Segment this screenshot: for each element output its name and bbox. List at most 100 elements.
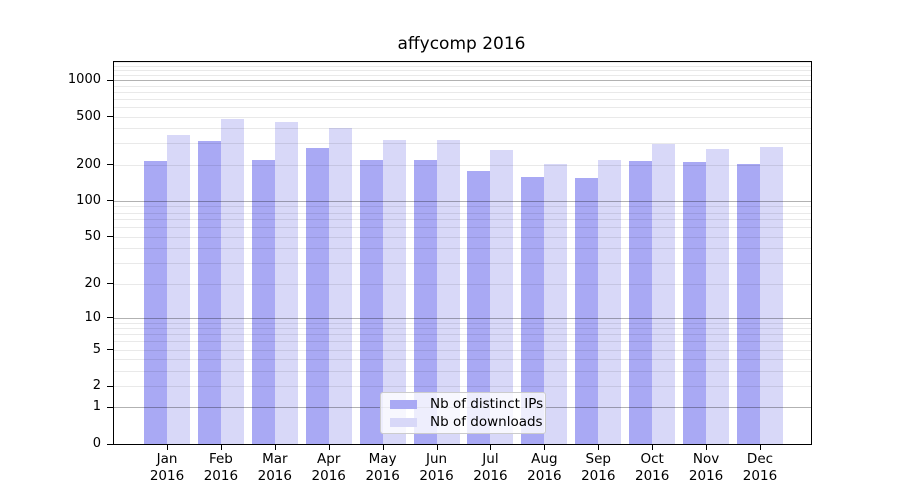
x-label-month: Jun <box>425 451 448 467</box>
bar-downloads-jan <box>167 135 190 444</box>
bar-distinct-ips-nov <box>683 161 707 444</box>
y-tick-100 <box>107 200 113 202</box>
x-label-month: Oct <box>640 451 664 467</box>
x-label-year: 2016 <box>527 468 562 484</box>
bar-downloads-nov <box>706 148 730 444</box>
x-label-year: 2016 <box>688 468 724 484</box>
bar-downloads-feb <box>220 118 244 444</box>
x-label-year: 2016 <box>311 468 346 484</box>
bar-downloads-jul <box>490 149 514 444</box>
bar-distinct-ips-sep <box>575 177 599 444</box>
x-label-year: 2016 <box>149 468 185 484</box>
x-tick-jul <box>490 445 492 450</box>
x-tick-dec <box>759 445 761 450</box>
x-label-jan: Jan 2016 <box>137 451 197 485</box>
x-label-month: Feb <box>208 451 233 467</box>
x-label-month: Sep <box>585 451 611 467</box>
bar-distinct-ips-jun <box>413 160 437 444</box>
legend-label-downloads: Nb of downloads <box>430 414 543 430</box>
legend-label-distinct-ips: Nb of distinct IPs <box>430 396 544 412</box>
chart-title: affycomp 2016 <box>397 34 526 54</box>
y-tick-label-1000: 1000 <box>67 72 101 88</box>
bar-distinct-ips-feb <box>197 140 221 444</box>
y-tick-20 <box>107 283 113 285</box>
x-label-nov: Nov 2016 <box>676 451 736 485</box>
legend-item-distinct-ips: Nb of distinct IPs <box>381 396 545 412</box>
bar-distinct-ips-jul <box>467 170 491 444</box>
y-tick-label-10: 10 <box>84 309 101 325</box>
bar-downloads-dec <box>759 146 783 444</box>
legend: Nb of distinct IPs Nb of downloads <box>380 392 546 434</box>
bar-distinct-ips-apr <box>305 147 329 444</box>
x-tick-jan <box>167 445 168 450</box>
y-tick-5 <box>107 349 113 351</box>
y-tick-50 <box>107 236 113 238</box>
y-tick-label-500: 500 <box>76 108 101 124</box>
x-label-year: 2016 <box>473 468 508 484</box>
x-tick-apr <box>328 445 330 450</box>
y-tick-label-50: 50 <box>84 228 101 244</box>
y-tick-label-20: 20 <box>84 275 101 291</box>
bar-distinct-ips-may <box>359 159 383 444</box>
legend-swatch-downloads <box>390 417 417 427</box>
legend-swatch-distinct-ips <box>390 399 417 409</box>
x-label-year: 2016 <box>634 468 670 484</box>
x-label-month: Aug <box>531 451 558 467</box>
x-label-year: 2016 <box>419 468 454 484</box>
x-label-sep: Sep 2016 <box>568 451 628 485</box>
x-tick-oct <box>652 445 654 450</box>
x-label-jun: Jun 2016 <box>407 451 467 485</box>
x-label-year: 2016 <box>365 468 400 484</box>
x-label-month: Jan <box>156 451 178 467</box>
x-label-month: Dec <box>746 451 774 467</box>
bar-distinct-ips-dec <box>736 164 760 444</box>
x-label-year: 2016 <box>257 468 292 484</box>
bars-layer <box>114 62 811 444</box>
y-tick-500 <box>107 116 113 118</box>
y-tick-1 <box>107 406 113 408</box>
y-tick-label-1: 1 <box>92 399 101 415</box>
y-tick-label-0: 0 <box>92 436 101 451</box>
x-label-month: Jul <box>482 451 499 467</box>
x-tick-nov <box>706 445 708 450</box>
x-label-mar: Mar 2016 <box>245 451 305 485</box>
bar-downloads-sep <box>598 160 622 444</box>
y-tick-200 <box>107 164 113 166</box>
x-label-month: May <box>368 451 397 467</box>
x-label-oct: Oct 2016 <box>622 451 682 485</box>
bar-downloads-may <box>382 140 406 444</box>
x-label-month: Nov <box>692 451 720 467</box>
bar-distinct-ips-oct <box>629 160 653 444</box>
bar-downloads-apr <box>328 128 352 444</box>
y-tick-label-5: 5 <box>92 341 101 357</box>
x-label-may: May 2016 <box>353 451 413 485</box>
bar-distinct-ips-jan <box>144 160 167 444</box>
bar-distinct-ips-mar <box>251 159 275 444</box>
bar-downloads-oct <box>652 144 676 444</box>
x-label-month: Apr <box>317 451 341 467</box>
bar-distinct-ips-aug <box>521 177 545 444</box>
y-tick-label-200: 200 <box>76 156 101 172</box>
x-tick-feb <box>220 445 222 450</box>
x-label-dec: Dec 2016 <box>730 451 790 485</box>
y-tick-label-100: 100 <box>76 192 101 208</box>
x-tick-mar <box>274 445 276 450</box>
bar-downloads-aug <box>544 164 568 444</box>
x-tick-aug <box>544 445 546 450</box>
x-tick-sep <box>598 445 600 450</box>
bar-downloads-mar <box>274 122 298 444</box>
y-tick-2 <box>107 385 113 387</box>
y-tick-10 <box>107 317 113 319</box>
y-tick-1000 <box>107 79 113 81</box>
x-tick-jun <box>436 445 438 450</box>
y-tick-label-2: 2 <box>92 378 101 394</box>
x-label-aug: Aug 2016 <box>514 451 574 485</box>
x-label-month: Mar <box>262 451 288 467</box>
y-tick-0 <box>107 443 113 445</box>
x-label-apr: Apr 2016 <box>299 451 359 485</box>
x-label-year: 2016 <box>203 468 239 484</box>
bar-downloads-jun <box>436 139 460 444</box>
x-label-jul: Jul 2016 <box>460 451 520 485</box>
legend-item-downloads: Nb of downloads <box>381 414 545 430</box>
